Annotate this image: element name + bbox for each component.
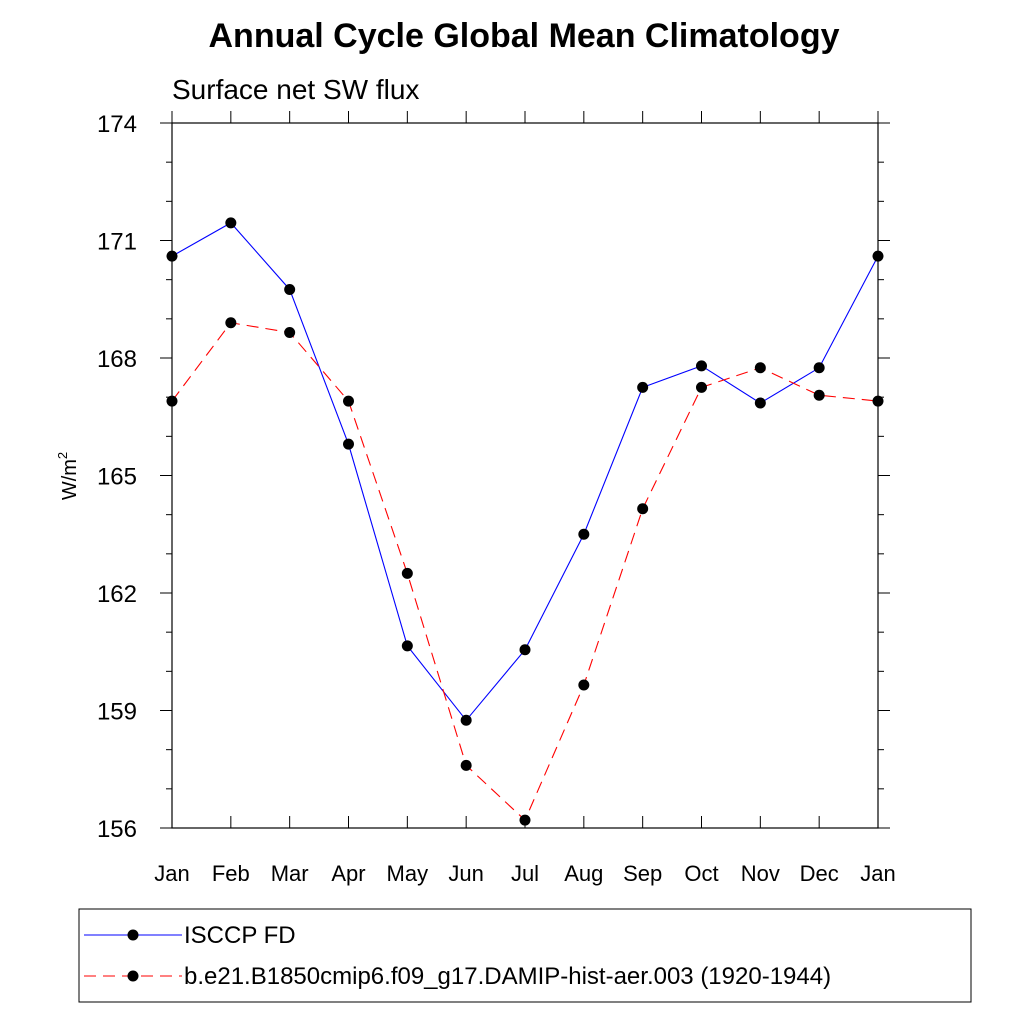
x-tick-label: Jan: [154, 861, 189, 886]
y-axis-label: W/m2: [55, 452, 81, 500]
legend-marker-isccp: [127, 929, 139, 941]
x-tick-label: Jun: [448, 861, 483, 886]
x-tick-label: Apr: [331, 861, 365, 886]
series-1-point: [460, 759, 472, 771]
x-tick-label: Jan: [860, 861, 895, 886]
series-0-point: [284, 283, 296, 295]
series-1-point: [284, 327, 296, 339]
y-axis-label-superscript: 2: [55, 452, 70, 459]
x-tick-label: May: [387, 861, 429, 886]
series-0-point: [578, 528, 590, 540]
series-line-1: [171, 322, 879, 822]
axis-ticks: [160, 111, 890, 829]
x-tick-label: Nov: [741, 861, 780, 886]
y-tick-labels: 174 171 168 165 162 159 156: [97, 111, 137, 843]
series-1-point: [225, 317, 237, 329]
legend-marker-model: [127, 970, 139, 982]
y-tick-label: 156: [97, 816, 137, 843]
series-1-point: [813, 389, 825, 401]
series-0-point: [519, 644, 531, 656]
series-0-point: [225, 217, 237, 229]
series-1-point: [637, 503, 649, 515]
series-lines: [171, 222, 879, 822]
x-tick-label: Feb: [212, 861, 250, 886]
series-1-point: [578, 679, 590, 691]
legend-box: [78, 908, 972, 1003]
y-tick-label: 162: [97, 581, 137, 608]
series-1-point: [401, 567, 413, 579]
y-tick-label: 165: [97, 464, 137, 491]
series-1-point: [519, 814, 531, 826]
series-0-point: [460, 714, 472, 726]
x-tick-labels: Jan Feb Mar Apr May Jun Jul Aug Sep Oct Nov Dec Jan: [154, 861, 895, 886]
series-0-point: [637, 381, 649, 393]
x-tick-label: Dec: [800, 861, 839, 886]
legend-label-model: b.e21.B1850cmip6.f09_g17.DAMIP-hist-aer.…: [184, 963, 831, 990]
series-0-point: [754, 397, 766, 409]
chart-subtitle: Surface net SW flux: [172, 74, 419, 105]
x-tick-label: Sep: [623, 861, 662, 886]
y-tick-label: 171: [97, 229, 137, 256]
series-0-point: [343, 438, 354, 450]
x-tick-label: Oct: [684, 861, 718, 886]
y-tick-label: 168: [97, 346, 137, 373]
chart-title: Annual Cycle Global Mean Climatology: [209, 17, 840, 55]
series-0-point: [813, 362, 825, 374]
series-0-point: [401, 640, 413, 652]
x-tick-label: Aug: [564, 861, 603, 886]
series-1-point: [754, 362, 766, 374]
x-tick-label: Mar: [271, 861, 309, 886]
series-1-point: [696, 381, 707, 393]
legend: ISCCP FD b.e21.B1850cmip6.f09_g17.DAMIP-…: [78, 908, 972, 1003]
y-tick-label: 174: [97, 111, 137, 138]
series-markers: [166, 217, 884, 826]
series-0-point: [696, 360, 707, 372]
plot-frame: [171, 122, 879, 829]
series-1-point: [343, 395, 354, 407]
legend-label-isccp: ISCCP FD: [184, 922, 296, 949]
x-tick-label: Jul: [511, 861, 539, 886]
y-axis-label-text: W/m: [59, 459, 81, 500]
y-tick-label: 159: [97, 699, 137, 726]
